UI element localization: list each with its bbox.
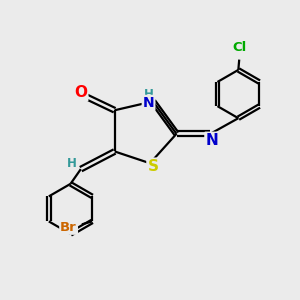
Text: O: O (74, 85, 87, 100)
Text: Br: Br (60, 221, 77, 234)
Text: S: S (147, 159, 158, 174)
Text: N: N (143, 96, 154, 110)
Text: N: N (206, 133, 218, 148)
Text: Cl: Cl (233, 41, 247, 54)
Text: H: H (144, 88, 154, 101)
Text: H: H (66, 157, 76, 170)
